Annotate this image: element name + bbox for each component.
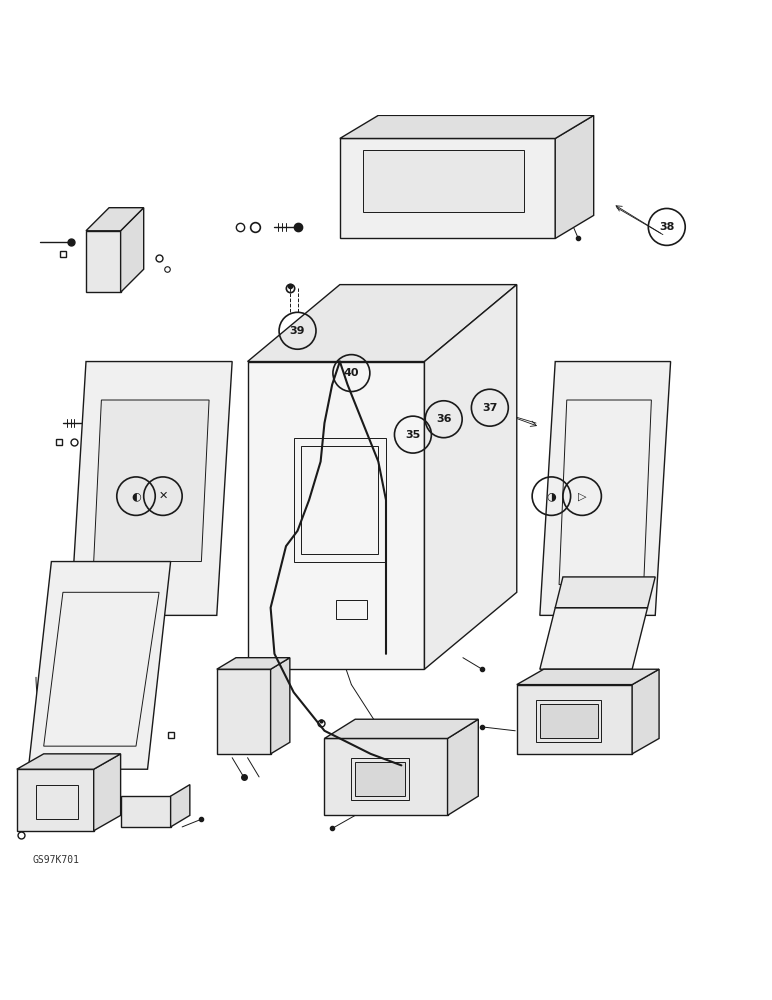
Bar xyxy=(351,758,409,800)
Polygon shape xyxy=(248,285,516,362)
Text: 36: 36 xyxy=(436,414,452,424)
Polygon shape xyxy=(217,658,290,669)
Polygon shape xyxy=(271,658,290,754)
Text: 37: 37 xyxy=(482,403,497,413)
Polygon shape xyxy=(93,400,209,562)
Text: GS97K701: GS97K701 xyxy=(32,855,80,865)
Polygon shape xyxy=(516,669,659,685)
Text: ▷: ▷ xyxy=(578,491,587,501)
Text: 40: 40 xyxy=(344,368,359,378)
Polygon shape xyxy=(425,285,516,669)
Bar xyxy=(301,446,378,554)
Polygon shape xyxy=(120,796,171,827)
Bar xyxy=(540,704,598,738)
Polygon shape xyxy=(120,208,144,292)
Polygon shape xyxy=(217,669,271,754)
Polygon shape xyxy=(171,785,190,827)
Text: 38: 38 xyxy=(659,222,675,232)
Text: ◐: ◐ xyxy=(131,491,141,501)
Polygon shape xyxy=(29,562,171,769)
Polygon shape xyxy=(70,362,232,615)
Text: 39: 39 xyxy=(290,326,305,336)
Text: ✕: ✕ xyxy=(158,491,168,501)
Polygon shape xyxy=(448,719,479,815)
Polygon shape xyxy=(86,208,144,231)
Bar xyxy=(355,762,405,796)
Polygon shape xyxy=(248,362,425,669)
Polygon shape xyxy=(555,115,594,238)
Bar xyxy=(536,700,601,742)
Polygon shape xyxy=(540,608,648,669)
Polygon shape xyxy=(540,362,671,615)
Polygon shape xyxy=(17,754,120,769)
Text: ◑: ◑ xyxy=(547,491,557,501)
Polygon shape xyxy=(555,577,655,608)
Polygon shape xyxy=(632,669,659,754)
Bar xyxy=(293,438,386,562)
Bar xyxy=(36,785,78,819)
Polygon shape xyxy=(324,719,479,738)
Polygon shape xyxy=(17,769,93,831)
Bar xyxy=(336,600,367,619)
Polygon shape xyxy=(93,754,120,831)
Polygon shape xyxy=(340,115,594,138)
Polygon shape xyxy=(86,231,120,292)
Polygon shape xyxy=(363,150,524,212)
Polygon shape xyxy=(324,738,448,815)
Polygon shape xyxy=(516,685,632,754)
Text: 35: 35 xyxy=(405,430,421,440)
Polygon shape xyxy=(340,138,555,238)
